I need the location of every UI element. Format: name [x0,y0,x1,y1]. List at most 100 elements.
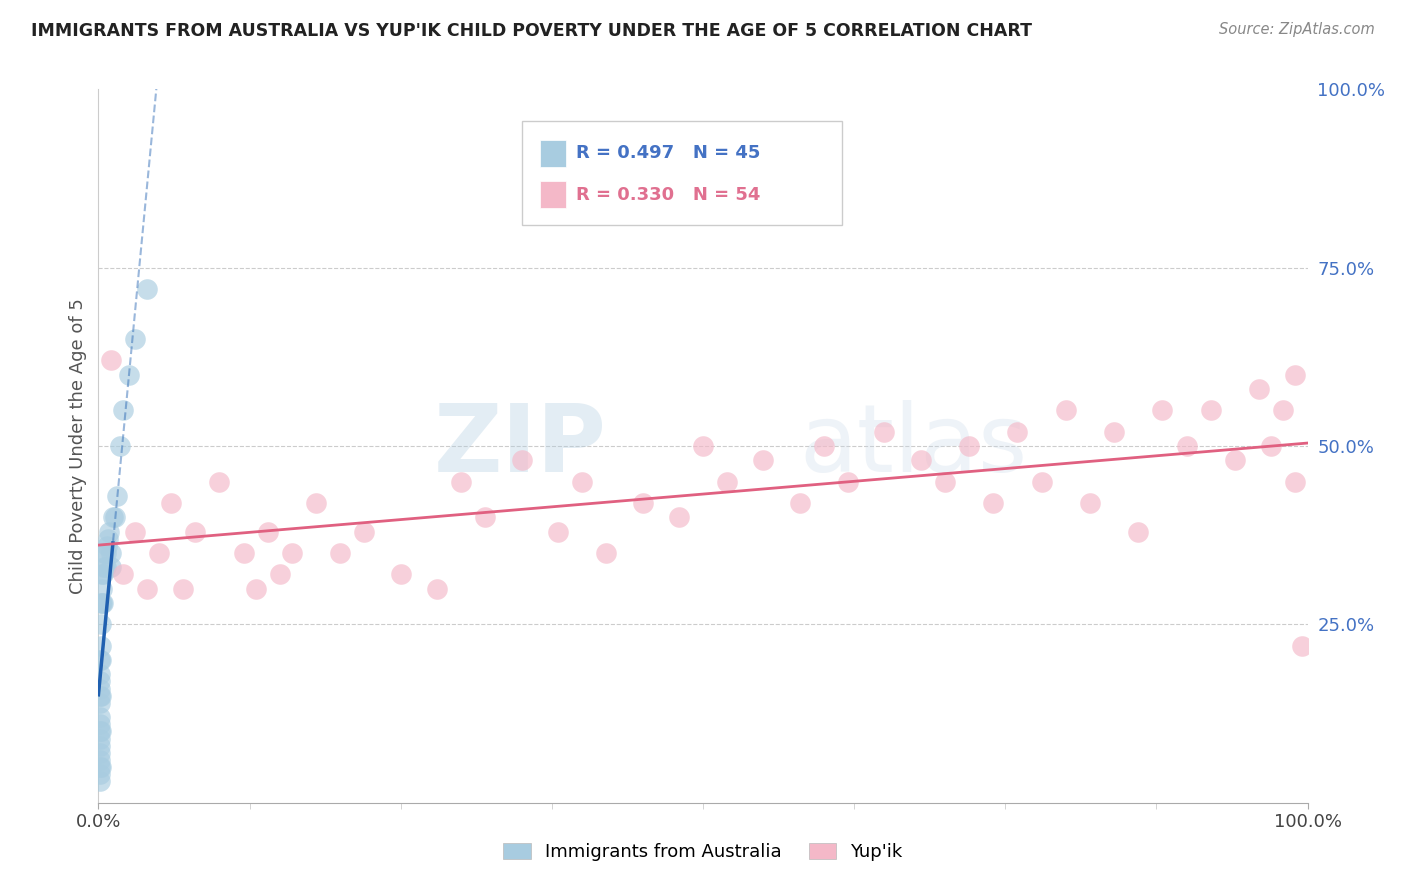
Point [118,368,141,382]
Point [1152,403,1174,417]
FancyBboxPatch shape [540,181,567,209]
Point [1102,425,1125,439]
Point [1175,439,1198,453]
Point [389,567,412,582]
Point [90,639,112,653]
Point [89,767,111,781]
Point [124,332,146,346]
Point [94,546,117,560]
Point [1007,425,1029,439]
Text: atlas: atlas [800,400,1028,492]
Point [692,439,714,453]
Point [450,475,472,489]
Point [256,524,278,539]
Point [1199,403,1222,417]
Point [89,667,111,681]
Point [111,403,134,417]
Point [934,475,956,489]
Point [90,760,112,774]
Point [89,753,111,767]
Point [981,496,1004,510]
Point [93,560,115,574]
Legend: Immigrants from Australia, Yup'ik: Immigrants from Australia, Yup'ik [496,836,910,869]
Point [101,510,124,524]
Point [716,475,738,489]
Point [97,532,120,546]
Point [245,582,267,596]
Point [124,524,146,539]
Point [135,282,157,296]
Point [89,739,111,753]
Point [89,724,111,739]
Point [90,724,112,739]
Point [269,567,291,582]
Point [172,582,194,596]
Point [89,746,111,760]
FancyBboxPatch shape [540,140,567,167]
Text: IMMIGRANTS FROM AUSTRALIA VS YUP'IK CHILD POVERTY UNDER THE AGE OF 5 CORRELATION: IMMIGRANTS FROM AUSTRALIA VS YUP'IK CHIL… [31,22,1032,40]
Point [89,689,111,703]
Point [547,524,569,539]
Point [1054,403,1077,417]
Point [108,439,131,453]
Point [89,731,111,746]
Text: R = 0.330   N = 54: R = 0.330 N = 54 [576,186,761,203]
Point [100,546,122,560]
Point [426,582,449,596]
Point [89,760,111,774]
Point [89,674,111,689]
Text: Source: ZipAtlas.com: Source: ZipAtlas.com [1219,22,1375,37]
Point [91,596,114,610]
Point [910,453,932,467]
Point [1291,639,1313,653]
Point [91,567,114,582]
Point [1272,403,1295,417]
Point [90,653,112,667]
Point [305,496,328,510]
Point [1249,382,1271,396]
Point [631,496,654,510]
Point [89,696,111,710]
Point [1031,475,1053,489]
Point [93,546,115,560]
Point [184,524,207,539]
Point [89,774,111,789]
Point [100,353,122,368]
Point [91,582,114,596]
Point [89,681,111,696]
Y-axis label: Child Poverty Under the Age of 5: Child Poverty Under the Age of 5 [69,298,87,594]
Point [1260,439,1282,453]
Point [160,496,183,510]
Point [329,546,352,560]
Point [510,453,533,467]
Point [148,546,170,560]
Point [873,425,896,439]
Point [96,539,118,553]
Point [135,582,157,596]
Point [1128,524,1150,539]
Point [789,496,811,510]
Point [281,546,304,560]
Text: R = 0.497   N = 45: R = 0.497 N = 45 [576,145,761,162]
Point [90,689,112,703]
Point [1078,496,1101,510]
Point [89,710,111,724]
Point [111,567,134,582]
Point [98,524,121,539]
Point [595,546,617,560]
Point [104,510,127,524]
Point [1223,453,1246,467]
Point [474,510,496,524]
Point [89,717,111,731]
Point [813,439,835,453]
Text: ZIP: ZIP [433,400,606,492]
Point [91,596,114,610]
Point [94,560,117,574]
Point [91,567,114,582]
Point [90,596,112,610]
Point [353,524,375,539]
Point [90,617,112,632]
Point [208,475,231,489]
Point [89,653,111,667]
Point [100,560,122,574]
